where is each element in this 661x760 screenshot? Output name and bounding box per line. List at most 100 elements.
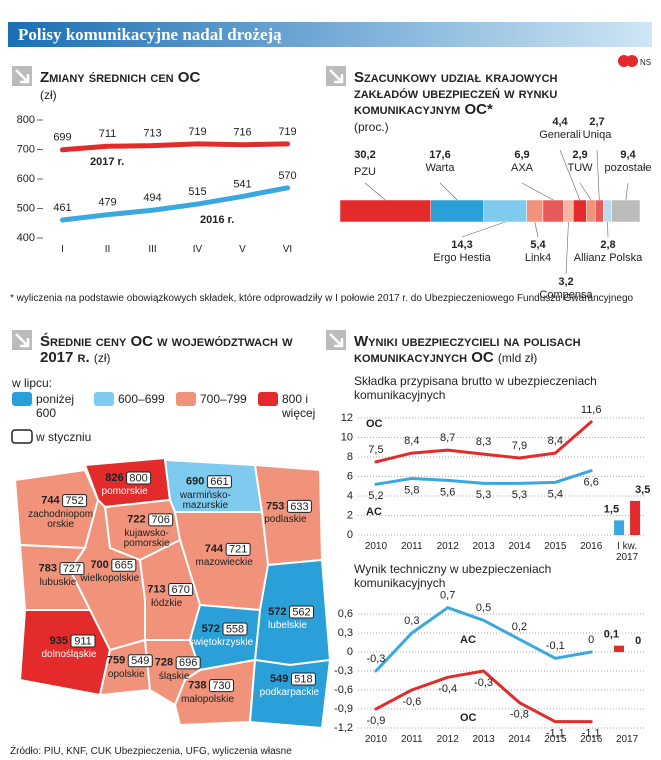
january-box bbox=[209, 679, 234, 693]
chart-subtitle: Wynik techniczny w ubezpieczeniach komun… bbox=[354, 562, 552, 590]
value-label: 716 bbox=[233, 127, 251, 139]
series-name: 2016 r. bbox=[200, 214, 234, 226]
x-tick-label: 2014 bbox=[508, 541, 531, 552]
y-tick-label: 0 bbox=[347, 529, 353, 541]
x-tick-label: IV bbox=[192, 244, 203, 255]
leader-line bbox=[565, 221, 569, 275]
region-name: łódzkie bbox=[151, 597, 183, 609]
value-label: 3,2 bbox=[558, 276, 573, 288]
january-box bbox=[148, 513, 174, 527]
leader-line bbox=[521, 182, 554, 201]
y-tick-label: 12 bbox=[341, 412, 353, 424]
logo-mark bbox=[626, 55, 638, 67]
region-value: 744 bbox=[41, 495, 60, 507]
legend-swatch bbox=[12, 392, 32, 406]
region-january: 727 bbox=[63, 563, 81, 575]
legend-label: w styczniu bbox=[36, 430, 92, 444]
legend-swatch bbox=[94, 392, 114, 406]
y-tick-label: 2 bbox=[347, 509, 353, 521]
series-line bbox=[60, 141, 290, 153]
bar-segment bbox=[542, 199, 564, 223]
y-tick-label: 4 bbox=[347, 490, 353, 502]
category-label: PZU bbox=[354, 166, 376, 178]
region-january: 911 bbox=[74, 635, 92, 647]
region-january: 696 bbox=[179, 657, 197, 669]
value-label: 0,2 bbox=[512, 621, 527, 633]
region-value: 783 bbox=[39, 563, 57, 575]
value-label: 2,9 bbox=[572, 149, 587, 161]
category-label: Link4 bbox=[525, 252, 551, 264]
value-label: 570 bbox=[278, 170, 296, 182]
bar-segment bbox=[563, 199, 574, 223]
y-tick-label: 10 bbox=[341, 431, 353, 443]
value-label: 17,6 bbox=[429, 149, 450, 161]
value-label: 699 bbox=[53, 132, 71, 144]
legend-swatch bbox=[258, 392, 278, 406]
region-name: warmińsko-mazurskie bbox=[179, 489, 231, 511]
value-label: -0,8 bbox=[510, 709, 529, 721]
january-box bbox=[225, 542, 251, 556]
value-label: -1,1 bbox=[582, 728, 601, 740]
series-line bbox=[374, 669, 593, 724]
value-label: 461 bbox=[53, 202, 71, 214]
y-tick-label: 0 bbox=[347, 646, 353, 658]
value-label: 0,1 bbox=[604, 629, 619, 641]
region-name: wielkopolskie bbox=[80, 573, 140, 585]
series-line bbox=[374, 420, 593, 464]
value-label: 6,9 bbox=[514, 149, 529, 161]
region-january: 721 bbox=[229, 544, 247, 556]
region-january: 518 bbox=[294, 673, 312, 685]
legend-label: 700–799 bbox=[200, 392, 247, 406]
region-january: 730 bbox=[212, 680, 230, 692]
bar bbox=[614, 645, 625, 652]
region-name: mazowieckie bbox=[195, 557, 253, 569]
value-label: 0,3 bbox=[404, 615, 419, 627]
y-tick-label: 500 bbox=[17, 202, 35, 214]
value-label: 6,6 bbox=[584, 477, 599, 489]
region-january: 706 bbox=[151, 514, 169, 526]
series-name: AC bbox=[366, 506, 382, 518]
section-subtitle: (zł) bbox=[40, 88, 57, 102]
value-label: 541 bbox=[233, 178, 251, 190]
january-box bbox=[126, 471, 152, 485]
category-label: pozostałe bbox=[604, 162, 651, 174]
section-subtitle: (proc.) bbox=[354, 120, 389, 134]
header-bar bbox=[8, 22, 652, 47]
section-title: Zmiany średnich cen OC bbox=[40, 69, 201, 86]
category-label: TUW bbox=[567, 162, 593, 174]
region-name: świętokrzyskie bbox=[188, 637, 254, 648]
region-value: 713 bbox=[147, 583, 165, 595]
value-label: 5,2 bbox=[368, 490, 383, 502]
january-box bbox=[62, 494, 88, 508]
region-value: 549 bbox=[270, 673, 288, 685]
x-tick-label: I kw. 2017 bbox=[615, 541, 639, 563]
bar-segment bbox=[594, 199, 604, 223]
x-tick-label: 2013 bbox=[472, 734, 495, 745]
region-name: zachodniopomorskie bbox=[28, 508, 94, 530]
region-january: 670 bbox=[171, 584, 189, 596]
x-tick-label: 2010 bbox=[364, 734, 388, 745]
region-january: 800 bbox=[129, 472, 147, 484]
y-tick-label: 600 bbox=[17, 173, 35, 185]
x-tick-label: III bbox=[148, 244, 157, 255]
region-name: podkarpackie bbox=[259, 687, 320, 698]
legend-label: 600–699 bbox=[118, 392, 165, 406]
y-tick-label: -0,3 bbox=[334, 665, 353, 677]
value-label: 0,5 bbox=[476, 602, 491, 614]
series-name: OC bbox=[460, 712, 477, 724]
region-january: 752 bbox=[65, 495, 83, 507]
series-name: OC bbox=[366, 418, 383, 430]
value-label: 30,2 bbox=[354, 149, 375, 161]
january-box bbox=[111, 558, 137, 572]
bar-segment bbox=[483, 199, 527, 223]
region-january: 549 bbox=[131, 655, 149, 667]
series-line bbox=[374, 469, 593, 486]
region-january: 633 bbox=[290, 501, 308, 513]
january-box bbox=[290, 672, 316, 686]
legend-swatch bbox=[176, 392, 196, 406]
value-label: 5,4 bbox=[530, 239, 546, 251]
value-label: 5,8 bbox=[404, 484, 419, 496]
value-label: 8,7 bbox=[440, 432, 455, 444]
